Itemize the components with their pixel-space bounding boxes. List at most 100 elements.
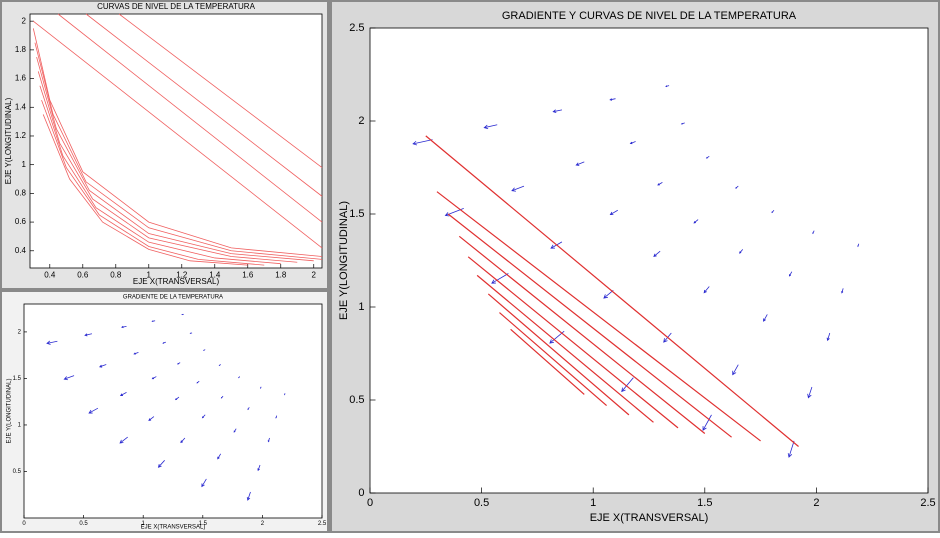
- arrow: [238, 376, 241, 379]
- arrow: [807, 386, 813, 399]
- x-tick-label: 0.6: [77, 270, 89, 279]
- arrow: [119, 392, 127, 396]
- arrow: [621, 377, 634, 393]
- arrow: [218, 364, 221, 367]
- y-tick-label: 2: [358, 115, 364, 127]
- contour-line: [37, 71, 298, 263]
- x-tick-label: 1: [590, 497, 596, 509]
- arrow: [275, 415, 278, 419]
- contour-line: [499, 312, 607, 407]
- arrow: [217, 453, 222, 460]
- x-tick-label: 0.5: [474, 497, 489, 509]
- arrow: [841, 288, 844, 294]
- x-tick-label: 2: [261, 521, 265, 527]
- arrow: [133, 352, 139, 355]
- arrow: [735, 185, 739, 189]
- arrow: [121, 325, 127, 329]
- arrow: [763, 314, 768, 322]
- arrow: [63, 375, 75, 381]
- contour-line: [458, 235, 706, 434]
- arrow: [412, 139, 433, 146]
- y-axis-label: EJE Y(LONGITUDINAL): [338, 201, 350, 320]
- x-tick-label: 1.5: [199, 521, 208, 527]
- y-tick-label: 0.4: [15, 246, 27, 255]
- y-tick-label: 1.2: [15, 131, 27, 140]
- arrow: [826, 332, 831, 342]
- y-axis-label: EJE Y(LONGITUDINAL): [7, 379, 13, 444]
- contour-line: [85, 13, 323, 197]
- y-tick-label: 0.5: [13, 469, 22, 475]
- arrow: [148, 416, 155, 422]
- arrow: [88, 407, 99, 414]
- x-tick-label: 0: [367, 497, 373, 509]
- x-tick-label: 2: [813, 497, 819, 509]
- x-tick-label: 1.4: [209, 270, 221, 279]
- x-tick-label: 0.4: [44, 270, 56, 279]
- contour-line: [36, 56, 314, 262]
- contour-line: [436, 191, 761, 442]
- chart-title: CURVAS DE NIVEL DE LA TEMPERATURA: [97, 2, 255, 11]
- y-tick-label: 0.6: [15, 217, 27, 226]
- contour-line: [118, 13, 323, 168]
- arrow: [119, 436, 128, 444]
- x-tick-label: 1: [147, 270, 152, 279]
- contour-line: [487, 293, 630, 416]
- arrow: [181, 313, 184, 316]
- arrow: [84, 333, 93, 337]
- y-tick-label: 0.8: [15, 188, 27, 197]
- arrow: [703, 286, 710, 294]
- contour-line: [42, 114, 248, 266]
- contour-line: [476, 274, 654, 423]
- x-tick-label: 1.2: [176, 270, 188, 279]
- arrow: [702, 414, 712, 431]
- y-tick-label: 2.5: [349, 22, 364, 34]
- y-tick-label: 0: [358, 487, 364, 499]
- arrow: [491, 273, 509, 284]
- x-tick-label: 1: [142, 521, 146, 527]
- arrow: [732, 364, 739, 376]
- x-tick-label: 2.5: [920, 497, 935, 509]
- x-tick-label: 2.5: [318, 521, 327, 527]
- arrow: [157, 460, 165, 468]
- contour-line: [34, 42, 323, 260]
- y-tick-label: 1: [22, 160, 27, 169]
- arrow: [629, 141, 636, 145]
- arrow: [787, 440, 795, 458]
- chart-title: GRADIENTE Y CURVAS DE NIVEL DE LA TEMPER…: [502, 10, 797, 22]
- arrow: [284, 393, 286, 396]
- x-tick-label: 2: [312, 270, 317, 279]
- contour-line: [32, 28, 323, 257]
- contour-line: [425, 135, 799, 447]
- arrow: [739, 249, 744, 254]
- arrow: [812, 230, 815, 235]
- x-axis-label: EJE X(TRANSVERSAL): [141, 525, 206, 531]
- arrow: [260, 386, 262, 389]
- y-tick-label: 0.5: [349, 394, 364, 406]
- arrow: [771, 210, 775, 214]
- contour-line: [467, 256, 679, 429]
- contour-line: [33, 20, 323, 249]
- arrow: [552, 109, 563, 113]
- arrow: [511, 185, 525, 192]
- arrow: [247, 407, 250, 411]
- chart-title: GRADIENTE DE LA TEMPERATURA: [123, 295, 223, 301]
- y-tick-label: 1: [18, 423, 22, 429]
- y-tick-label: 1.4: [15, 102, 27, 111]
- y-tick-label: 1.8: [15, 45, 27, 54]
- arrow: [857, 243, 860, 248]
- x-tick-label: 0.8: [110, 270, 122, 279]
- arrow: [609, 98, 616, 101]
- contour-line: [39, 85, 281, 265]
- y-tick-label: 2: [22, 16, 27, 25]
- arrow: [246, 491, 251, 501]
- contour-line: [510, 328, 585, 395]
- arrow: [220, 395, 224, 399]
- y-axis-label: EJE Y(LONGITUDINAL): [4, 97, 13, 184]
- y-tick-label: 1.6: [15, 74, 27, 83]
- arrow: [257, 464, 261, 472]
- arrow: [151, 376, 157, 380]
- arrow: [657, 182, 663, 186]
- arrow: [201, 414, 206, 419]
- arrow: [180, 437, 186, 444]
